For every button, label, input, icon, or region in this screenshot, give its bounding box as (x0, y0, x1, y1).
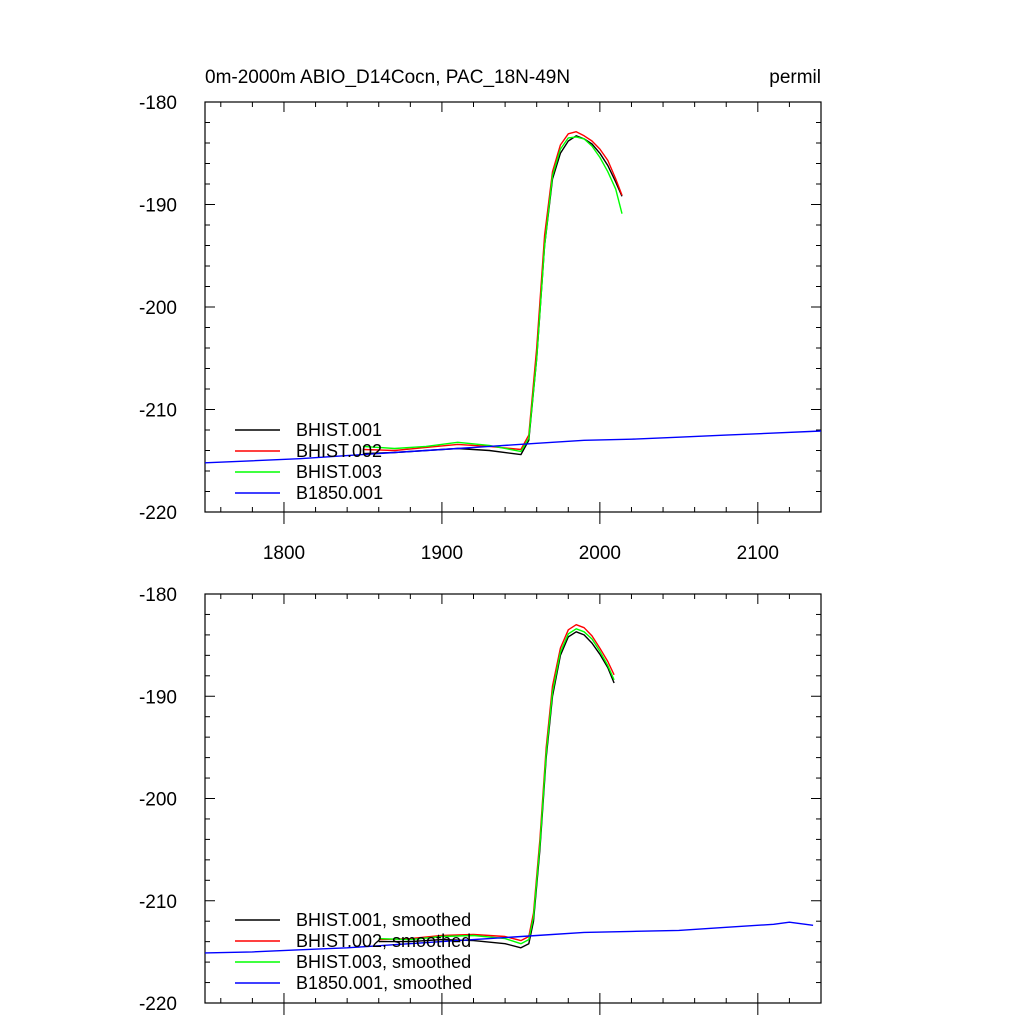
y-tick-label: -210 (139, 401, 177, 422)
y-tick-label: -220 (139, 503, 177, 524)
series-line-1 (378, 631, 615, 949)
top-panel: -180 -190 -200 -210 -220 1800 1900 2000 2100 BHIS… (139, 93, 822, 564)
y-tick-label: -220 (139, 994, 177, 1015)
chart-units: permil (769, 67, 821, 88)
y-tick-label: -210 (139, 892, 177, 913)
series-line-3 (362, 136, 623, 453)
x-tick-label: 2100 (737, 543, 779, 564)
series-line-3 (378, 628, 615, 945)
series-line-1 (362, 135, 623, 456)
x-tick-label: 1800 (263, 543, 305, 564)
x-tick-label: 1900 (421, 543, 463, 564)
y-tick-label: -190 (139, 687, 177, 708)
legend-label: B1850.001 (296, 483, 383, 503)
series-line-4 (204, 430, 822, 464)
chart-title: 0m-2000m ABIO_D14Cocn, PAC_18N-49N (205, 67, 570, 88)
series-line-2 (362, 130, 623, 452)
y-tick-label: -200 (139, 298, 177, 319)
y-tick-label: -200 (139, 790, 177, 811)
series-line-2 (378, 624, 615, 942)
y-tick-label: -180 (139, 585, 177, 606)
y-tick-label: -190 (139, 196, 177, 217)
legend-label: BHIST.001 (296, 420, 382, 440)
legend-label: BHIST.002, smoothed (296, 931, 471, 951)
legend-label: BHIST.003 (296, 462, 382, 482)
legend-label: BHIST.002 (296, 441, 382, 461)
y-tick-label: -180 (139, 93, 177, 114)
x-tick-label: 2000 (579, 543, 621, 564)
legend-label: B1850.001, smoothed (296, 973, 472, 993)
series-line-4 (204, 921, 814, 954)
legend-label: BHIST.003, smoothed (296, 952, 471, 972)
legend-label: BHIST.001, smoothed (296, 910, 471, 930)
